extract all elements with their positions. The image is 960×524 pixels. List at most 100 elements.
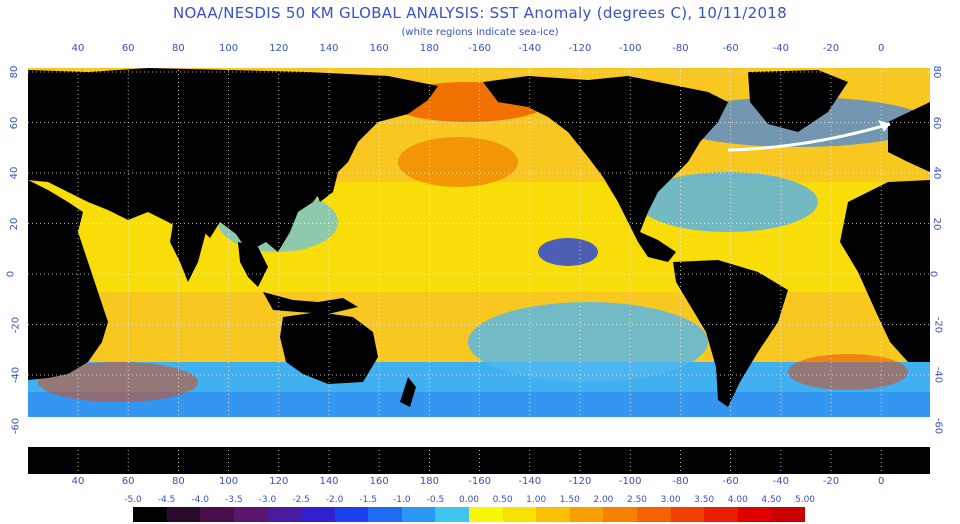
bottom-tick-label: -160 xyxy=(468,476,491,487)
colorbar-label: 3.00 xyxy=(660,495,681,505)
colorbar-swatch xyxy=(133,507,168,522)
top-tick-label: 0 xyxy=(878,43,885,54)
colorbar-swatch xyxy=(771,507,806,522)
bottom-tick-label: -20 xyxy=(822,476,840,487)
bottom-tick-label: -100 xyxy=(618,476,642,487)
greenland-land xyxy=(748,70,848,132)
colorbar-label: -4.5 xyxy=(157,495,176,505)
southeast-asia-land xyxy=(238,242,358,314)
bottom-tick-label: -40 xyxy=(772,476,789,487)
colorbar-swatch xyxy=(637,507,672,522)
arctic-sea-ice xyxy=(28,62,930,68)
colorbar-label: 0.50 xyxy=(492,495,513,505)
antarctica-land xyxy=(28,447,930,474)
top-tick-label: 100 xyxy=(219,43,239,54)
colorbar-swatch xyxy=(737,507,772,522)
colorbar-swatch xyxy=(603,507,638,522)
top-tick-label: 80 xyxy=(172,43,185,54)
colorbar-swatch xyxy=(368,507,403,522)
lat-lon-grid xyxy=(28,62,930,474)
colorbar-swatch xyxy=(200,507,235,522)
colorbar-label: 4.50 xyxy=(761,495,782,505)
colorbar-label: -3.5 xyxy=(225,495,243,505)
bottom-tick-label: -120 xyxy=(568,476,592,487)
colorbar-swatch xyxy=(334,507,369,522)
gulf-stream-arrow xyxy=(727,122,891,152)
colorbar-label: -2.0 xyxy=(325,495,344,505)
top-tick-label: 120 xyxy=(269,43,289,54)
right-tick-label: 60 xyxy=(930,116,942,129)
africa-land xyxy=(28,180,108,380)
left-tick-label: 0 xyxy=(5,270,17,278)
bottom-tick-label: -80 xyxy=(672,476,689,487)
colorbar-label: 4.00 xyxy=(727,495,748,505)
bottom-tick-label: -140 xyxy=(518,476,542,487)
top-tick-label: -60 xyxy=(722,43,739,54)
sst-anomaly-map xyxy=(28,62,930,474)
colorbar-swatch xyxy=(569,507,604,522)
right-tick-label: -20 xyxy=(932,316,944,333)
south-america-land xyxy=(673,260,788,407)
top-tick-label: 180 xyxy=(419,43,439,54)
bottom-tick-label: 160 xyxy=(369,476,389,487)
colorbar-swatch xyxy=(536,507,571,522)
colorbar-label: -0.5 xyxy=(426,495,445,505)
top-tick-label: -160 xyxy=(468,43,491,54)
japan-land xyxy=(316,157,338,202)
north-america-land xyxy=(483,76,728,262)
colorbar-label: 2.00 xyxy=(593,495,614,505)
colorbar-swatch xyxy=(267,507,302,522)
colorbar-label: -2.5 xyxy=(292,495,310,505)
right-tick-label: 40 xyxy=(930,166,942,180)
bottom-tick-label: 40 xyxy=(71,476,85,487)
left-tick-label: 20 xyxy=(8,217,20,230)
colorbar-swatch xyxy=(670,507,705,522)
top-tick-label: -40 xyxy=(772,43,789,54)
map-subtitle: (white regions indicate sea-ice) xyxy=(401,27,559,38)
bottom-tick-label: -60 xyxy=(722,476,739,487)
india-land xyxy=(170,222,206,282)
colorbar-label: -3.0 xyxy=(258,495,277,505)
bottom-tick-label: 180 xyxy=(419,476,439,487)
new-zealand-land xyxy=(400,377,416,407)
colorbar-swatch xyxy=(301,507,336,522)
bottom-tick-label: 140 xyxy=(319,476,339,487)
top-tick-label: 40 xyxy=(71,43,85,54)
eurasia-land xyxy=(28,68,438,252)
colorbar-label: 2.50 xyxy=(626,495,648,505)
colorbar-label: -1.5 xyxy=(359,495,377,505)
colorbar-swatch xyxy=(704,507,739,522)
colorbar-label: -4.0 xyxy=(191,495,209,505)
bottom-tick-label: 0 xyxy=(878,476,885,487)
top-tick-label: 60 xyxy=(121,43,135,54)
colorbar-label: -1.0 xyxy=(393,495,411,505)
colorbar-swatch xyxy=(502,507,537,522)
colorbar-swatch xyxy=(166,507,201,522)
left-tick-label: 60 xyxy=(8,116,20,129)
colorbar-label: 3.50 xyxy=(694,495,715,505)
right-tick-label: 80 xyxy=(930,65,942,79)
left-tick-label: -40 xyxy=(10,366,22,384)
colorbar-label: 5.00 xyxy=(794,495,816,505)
right-tick-label: 20 xyxy=(930,217,942,230)
africa-east-land xyxy=(840,180,930,362)
europe-land xyxy=(888,102,930,172)
top-tick-label: -100 xyxy=(618,43,642,54)
top-tick-label: 160 xyxy=(369,43,389,54)
right-tick-label: -40 xyxy=(932,366,944,384)
bottom-tick-label: 80 xyxy=(172,476,185,487)
bottom-tick-label: 120 xyxy=(269,476,289,487)
colorbar-label: 0.00 xyxy=(458,495,480,505)
colorbar-label: 1.00 xyxy=(526,495,547,505)
left-tick-label: -60 xyxy=(10,417,22,434)
top-tick-label: -20 xyxy=(822,43,840,54)
colorbar-label: 1.50 xyxy=(559,495,580,505)
top-tick-label: -140 xyxy=(518,43,542,54)
bottom-tick-label: 100 xyxy=(219,476,239,487)
colorbar-swatch xyxy=(435,507,470,522)
left-tick-label: 40 xyxy=(8,166,20,180)
colorbar-swatch xyxy=(401,507,436,522)
right-tick-label: -60 xyxy=(932,417,944,434)
top-tick-label: 140 xyxy=(319,43,339,54)
top-tick-label: -80 xyxy=(672,43,689,54)
